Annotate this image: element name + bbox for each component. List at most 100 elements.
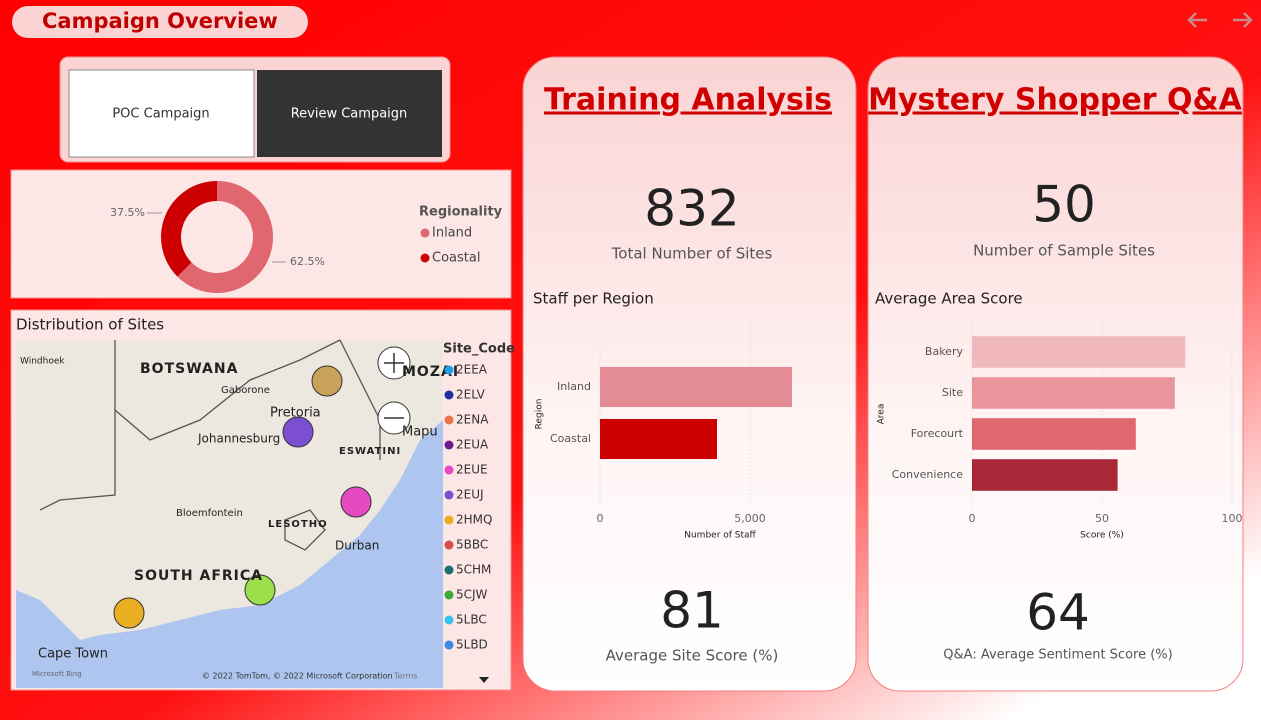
bar (600, 366, 792, 408)
legend-swatch (444, 365, 454, 375)
y-tick-label: Convenience (892, 468, 963, 481)
card-title: Mystery Shopper Q&A (868, 83, 1243, 118)
map-marker (244, 574, 276, 606)
card (867, 56, 1244, 692)
button-label[interactable]: POC Campaign (112, 107, 209, 122)
bar (972, 377, 1175, 409)
legend-swatch (444, 390, 454, 400)
kpi-label: Q&A: Average Sentiment Score (%) (943, 648, 1172, 663)
bar (600, 418, 717, 460)
y-tick-label: Coastal (550, 432, 591, 445)
x-tick-label: 50 (1095, 512, 1109, 525)
map-land (16, 340, 443, 640)
forward-arrow[interactable] (1233, 12, 1253, 28)
map-marker (282, 416, 314, 448)
map-label: Mapu (402, 425, 438, 440)
legend-label: 5BBC (456, 538, 488, 552)
map-label: LESOTHO (268, 519, 328, 530)
legend-swatch (420, 228, 430, 238)
legend-title: Regionality (419, 205, 503, 220)
legend-label: Inland (432, 226, 472, 241)
legend-label: Coastal (432, 251, 480, 266)
map-borders (39, 339, 381, 551)
legend-swatch (444, 565, 454, 575)
kpi-value: 81 (660, 582, 724, 640)
map-attribution: © 2022 TomTom, © 2022 Microsoft Corporat… (202, 672, 393, 681)
map-label: Pretoria (270, 406, 321, 421)
map-label: Durban (335, 539, 379, 553)
y-tick-label: Forecourt (911, 427, 964, 440)
x-tick-label: 0 (969, 512, 976, 525)
map-label: MOZAI (402, 364, 459, 380)
button[interactable] (257, 70, 442, 157)
legend-label: 5LBC (456, 613, 487, 627)
legend-label: 2ENA (456, 413, 489, 427)
x-axis-label: Number of Staff (684, 531, 756, 541)
x-axis-label: Score (%) (1080, 531, 1124, 541)
y-axis-label: Area (877, 404, 887, 425)
legend-swatch (444, 640, 454, 650)
y-tick-label: Site (942, 386, 963, 399)
map-label: SOUTH AFRICA (134, 568, 263, 584)
zoom-in-icon[interactable] (384, 353, 404, 373)
bar (972, 336, 1186, 368)
bar (972, 418, 1136, 450)
back-arrow[interactable] (1187, 12, 1207, 28)
chart-title: Staff per Region (533, 290, 654, 308)
legend-label: 2EUE (456, 463, 488, 477)
legend-swatch (444, 515, 454, 525)
legend-swatch (444, 415, 454, 425)
legend-label: 2EUA (456, 438, 489, 452)
legend-label: 2EUJ (456, 488, 484, 502)
legend-label: 5CJW (456, 588, 488, 602)
map-title: Distribution of Sites (16, 316, 164, 334)
map-terms[interactable]: Terms (393, 672, 418, 681)
map-marker (340, 486, 372, 518)
button[interactable] (68, 69, 255, 158)
legend-label: 5LBD (456, 638, 488, 652)
legend-label: 2EEA (456, 363, 488, 377)
legend-swatch (420, 253, 430, 263)
kpi-label: Number of Sample Sites (973, 242, 1155, 260)
map-label: Cape Town (38, 647, 108, 662)
y-tick-label: Inland (557, 380, 591, 393)
page-title: Campaign Overview (42, 9, 278, 33)
map-marker (311, 365, 343, 397)
kpi-label: Average Site Score (%) (606, 647, 779, 665)
donut-segment (161, 181, 217, 277)
card-title: Training Analysis (544, 83, 832, 118)
legend-label: 2HMQ (456, 513, 492, 527)
map-provider: Microsoft Bing (32, 670, 82, 678)
kpi-value: 64 (1026, 584, 1090, 642)
bar (972, 459, 1118, 491)
legend-title: Site_Code (443, 342, 515, 357)
legend-swatch (444, 465, 454, 475)
kpi-value: 50 (1032, 176, 1096, 234)
legend-label: 2ELV (456, 388, 486, 402)
x-tick-label: 5,000 (734, 512, 766, 525)
map-label: ESWATINI (339, 446, 401, 457)
legend-scroll[interactable] (479, 677, 489, 683)
legend-swatch (444, 490, 454, 500)
kpi-label: Total Number of Sites (611, 245, 773, 263)
legend-swatch (444, 440, 454, 450)
y-axis-label: Region (535, 399, 545, 430)
chart-title: Average Area Score (875, 290, 1023, 308)
data-label: 37.5% (110, 206, 145, 219)
legend-swatch (444, 615, 454, 625)
map-label: Bloemfontein (176, 508, 243, 519)
data-label: 62.5% (290, 255, 325, 268)
button-label[interactable]: Review Campaign (291, 107, 408, 122)
title-pill (12, 6, 308, 38)
map-label: Gaborone (221, 385, 270, 396)
legend-label: 5CHM (456, 563, 491, 577)
kpi-value: 832 (644, 180, 739, 238)
map-label: Windhoek (20, 357, 65, 367)
legend-swatch (444, 540, 454, 550)
donut-segment (177, 181, 273, 293)
x-tick-label: 0 (597, 512, 604, 525)
map-label: BOTSWANA (140, 361, 238, 377)
y-tick-label: Bakery (925, 345, 964, 358)
